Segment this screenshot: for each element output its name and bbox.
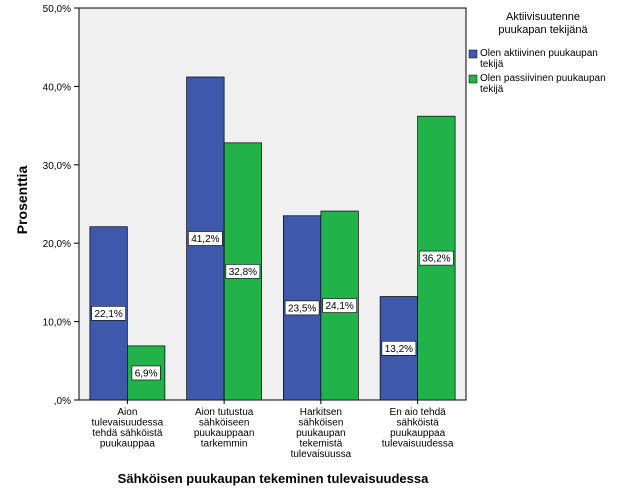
legend-title: puukapan tekijänä [498,24,588,36]
x-axis-title: Sähköisen puukaupan tekeminen tulevaisuu… [118,471,429,486]
x-category-label: En aio tehdä sähköistä puukauppaa tulevaisu… [382,407,454,450]
legend-label: Olen aktiivinen puukaupan tekijä [480,48,598,70]
data-label: 24,1% [325,301,353,312]
legend-swatch [468,74,478,84]
data-label: 41,2% [191,234,219,245]
data-label-box [419,250,454,266]
data-label: 23,5% [288,303,316,314]
y-tick-label: 50,0% [43,4,71,15]
y-tick-label: 20,0% [43,239,71,250]
data-label: 22,1% [94,309,122,320]
y-axis: ,0% 10,0% 20,0% 30,0% 40,0% 50,0% [43,4,79,407]
data-label-box [284,300,320,316]
data-label-box [381,340,417,356]
data-label: 36,2% [422,254,450,265]
x-category-label: Aion tulevaisuudessa tehdä sähköistä puukau… [92,407,164,450]
data-label-box [91,306,126,321]
data-label-box [322,298,357,313]
y-axis-title: Prosenttia [14,166,30,235]
x-category-label: Aion tutustua sähköiseen puukauppaan tarkem… [194,407,255,450]
data-label-box [225,264,261,279]
data-label: 6,9% [135,369,158,380]
bars-group: 22,1% 41,2% 23,5% 13,2% 6,9% 32,8% 24,1% 36,2% [89,76,456,401]
data-label-box [188,231,223,246]
legend-title: Aktiivisuutenne [506,11,580,23]
legend-label: Olen passiivinen puukaupan tekijä [480,73,606,95]
x-category-label: Harkitsen sähköisen puukaupan tekemistä tule… [291,407,352,460]
data-label: 32,8% [229,267,257,278]
legend-swatch [468,49,478,59]
x-category-labels: Aion tulevaisuudessa tehdä sähköistä puukau… [92,400,454,460]
y-tick-label: 40,0% [43,82,71,93]
data-label: 13,2% [385,344,413,355]
y-tick-label: 30,0% [43,161,71,172]
y-tick-label: 10,0% [43,318,71,329]
data-label-box [131,365,161,381]
y-tick-label: ,0% [54,396,71,407]
